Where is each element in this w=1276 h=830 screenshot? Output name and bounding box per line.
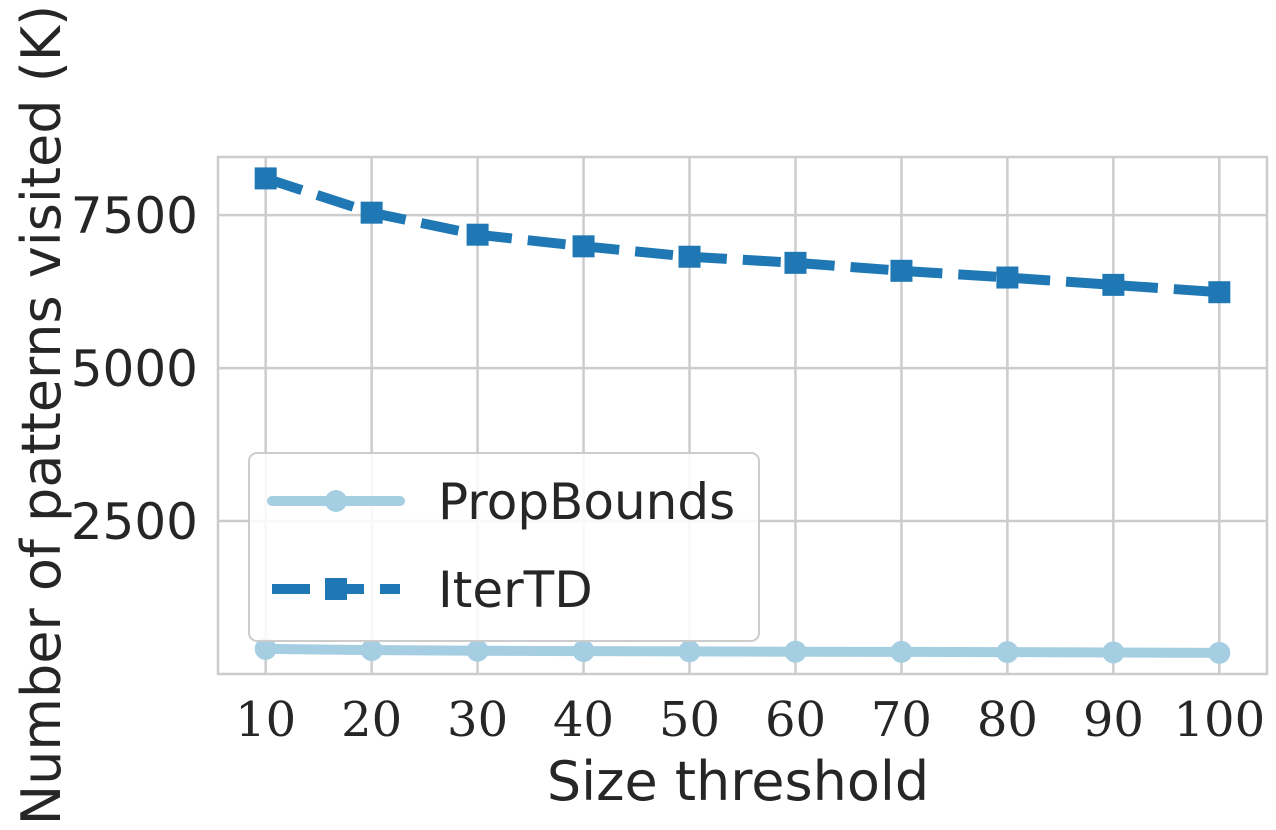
data-point — [996, 641, 1019, 664]
x-tick-label: 10 — [235, 692, 296, 748]
x-tick-label: 60 — [765, 692, 826, 748]
x-tick-label: 50 — [659, 692, 720, 748]
legend-entry: IterTD — [272, 561, 593, 619]
x-tick-label: 70 — [871, 692, 932, 748]
data-point — [1208, 281, 1231, 304]
data-point — [1208, 641, 1231, 664]
y-tick-label: 5000 — [71, 340, 198, 398]
tick-labels: 10 20 30 40 50 60 70 80 90 100 2500 5000 7500 — [71, 187, 1265, 748]
legend: PropBounds IterTD — [248, 452, 760, 642]
series-propbounds — [254, 637, 1231, 664]
data-point — [572, 235, 595, 258]
plot-frame — [216, 155, 1269, 676]
data-point — [360, 639, 383, 662]
data-point — [466, 639, 489, 662]
series-line — [264, 173, 1220, 298]
y-tick-label: 2500 — [71, 493, 198, 551]
series-line — [260, 643, 1225, 658]
data-point — [1102, 641, 1125, 664]
x-tick-label: 80 — [977, 692, 1038, 748]
data-point — [784, 251, 807, 274]
data-point — [678, 640, 701, 663]
legend-marker — [325, 490, 347, 512]
legend-marker — [325, 578, 347, 600]
data-point — [890, 640, 913, 663]
data-point — [572, 640, 595, 663]
data-point — [890, 259, 913, 282]
legend-entries: PropBounds IterTD — [267, 473, 735, 619]
x-axis-label: Size threshold — [547, 750, 929, 813]
x-tick-label: 20 — [341, 692, 402, 748]
x-tick-label: 30 — [447, 692, 508, 748]
data-point — [784, 640, 807, 663]
legend-label: IterTD — [438, 561, 593, 619]
x-tick-label: 100 — [1174, 692, 1266, 748]
data-point — [360, 201, 383, 224]
data-point — [466, 223, 489, 246]
y-tick-label: 7500 — [71, 187, 198, 245]
series-itertd — [254, 167, 1231, 304]
data-point — [678, 245, 701, 268]
legend-label: PropBounds — [438, 473, 735, 531]
x-tick-label: 90 — [1083, 692, 1144, 748]
x-tick-label: 40 — [553, 692, 614, 748]
data-point — [1102, 273, 1125, 296]
data-point — [996, 266, 1019, 289]
data-point — [254, 167, 277, 190]
series-layer — [254, 167, 1231, 664]
y-axis-label: Number of patterns visited (K) — [10, 5, 73, 826]
legend-entry: PropBounds — [267, 473, 735, 531]
data-point — [254, 637, 277, 660]
